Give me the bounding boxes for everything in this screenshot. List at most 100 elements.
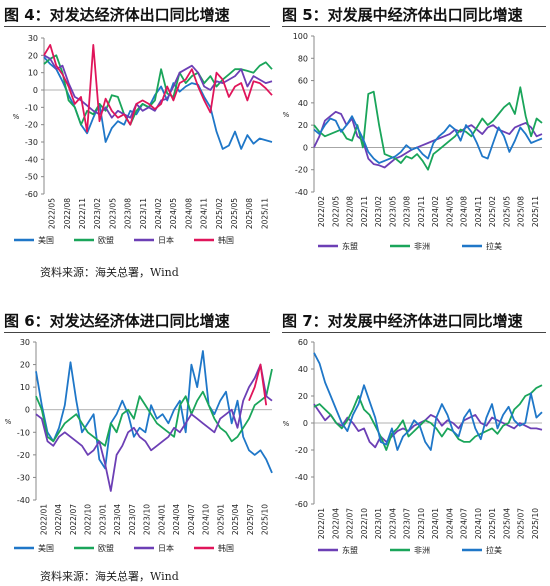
fig6-x-tick-label: 2024/01 bbox=[157, 504, 166, 535]
fig5-x-tick-label: 2024/11 bbox=[474, 196, 483, 227]
fig4-x-tick-label: 2023/02 bbox=[93, 198, 102, 229]
fig6-series-line-kr bbox=[248, 363, 268, 406]
fig4-series-line-eu bbox=[43, 54, 273, 126]
fig6-y-tick-label: 20 bbox=[20, 361, 30, 370]
fig7-series-line-asean bbox=[313, 403, 543, 449]
fig7-x-tick-label: 2022/01 bbox=[317, 508, 326, 539]
fig6-x-tick-label: 2024/10 bbox=[202, 504, 211, 535]
fig6-legend-label: 日本 bbox=[158, 543, 174, 553]
fig7-x-tick-label: 2023/10 bbox=[417, 508, 426, 539]
fig6-x-tick-label: 2023/01 bbox=[98, 504, 107, 535]
fig6-x-tick-label: 2023/10 bbox=[143, 504, 152, 535]
fig6-y-tick-label: -20 bbox=[17, 451, 30, 460]
fig7-x-tick-label: 2024/01 bbox=[431, 508, 440, 539]
fig7-x-tick-label: 2023/01 bbox=[374, 508, 383, 539]
fig6-legend-label: 韩国 bbox=[218, 543, 234, 553]
fig4-title: 图 4：对发达经济体出口同比增速 bbox=[4, 6, 230, 24]
fig5-x-tick-label: 2025/08 bbox=[517, 196, 526, 227]
fig4-x-tick-label: 2025/02 bbox=[215, 198, 224, 229]
fig4-x-tick-label: 2023/05 bbox=[108, 198, 117, 229]
fig4-y-tick-label: 0 bbox=[33, 86, 38, 95]
fig7-x-tick-label: 2022/04 bbox=[331, 508, 340, 539]
source-note-top: 资料来源：海关总署，Wind bbox=[40, 266, 179, 279]
fig6-legend-label: 美国 bbox=[38, 543, 54, 553]
fig4-legend-label: 美国 bbox=[38, 235, 54, 245]
fig5-y-tick-label: 20 bbox=[298, 121, 308, 130]
fig5-legend-label: 非洲 bbox=[414, 241, 430, 251]
fig5-title: 图 5：对发展中经济体出口同比增速 bbox=[282, 6, 523, 24]
fig4-x-tick-label: 2024/05 bbox=[169, 198, 178, 229]
fig6-x-tick-label: 2022/10 bbox=[84, 504, 93, 535]
fig7-y-tick-label: 40 bbox=[298, 365, 308, 374]
fig7-y-tick-label: -20 bbox=[295, 446, 308, 455]
fig7-x-tick-label: 2025/01 bbox=[488, 508, 497, 539]
fig6-y-tick-label: -30 bbox=[17, 473, 30, 482]
fig5-y-tick-label: 80 bbox=[298, 54, 308, 63]
fig7-y-tick-label: -60 bbox=[295, 500, 308, 509]
fig6-y-axis-label: % bbox=[5, 418, 12, 426]
fig5-x-tick-label: 2023/02 bbox=[374, 196, 383, 227]
fig4-x-tick-label: 2024/11 bbox=[200, 198, 209, 229]
fig5-series-line-latam bbox=[313, 115, 543, 164]
fig6-chart: 30 20 10 0 -10 -20 -30 -40% 2022/01 2022/04 2022/0… bbox=[5, 338, 273, 553]
fig5-x-tick-label: 2022/05 bbox=[331, 196, 340, 227]
fig5-legend-label: 东盟 bbox=[342, 241, 358, 251]
fig6-x-tick-label: 2023/07 bbox=[128, 504, 137, 535]
fig7-y-tick-label: 0 bbox=[303, 419, 308, 428]
fig7-x-tick-label: 2022/07 bbox=[346, 508, 355, 539]
fig6-x-tick-label: 2025/04 bbox=[231, 504, 240, 535]
fig7-x-tick-label: 2025/07 bbox=[517, 508, 526, 539]
fig5-x-tick-label: 2023/08 bbox=[403, 196, 412, 227]
fig5-y-tick-label: 60 bbox=[298, 77, 308, 86]
fig7-x-tick-label: 2025/04 bbox=[502, 508, 511, 539]
fig7-x-tick-label: 2024/07 bbox=[460, 508, 469, 539]
fig5-y-axis-label: % bbox=[283, 111, 290, 119]
fig5-x-tick-label: 2022/08 bbox=[346, 196, 355, 227]
fig7-x-tick-label: 2024/10 bbox=[474, 508, 483, 539]
fig4-y-tick-label: -20 bbox=[25, 121, 38, 130]
fig5-x-tick-label: 2024/08 bbox=[460, 196, 469, 227]
fig4-y-axis-label: % bbox=[13, 113, 20, 121]
fig7-y-axis-label: % bbox=[283, 420, 290, 428]
fig4-y-tick-label: -10 bbox=[25, 103, 38, 112]
fig5-x-tick-label: 2024/02 bbox=[431, 196, 440, 227]
fig7-x-tick-label: 2023/07 bbox=[403, 508, 412, 539]
fig4-x-tick-label: 2024/02 bbox=[154, 198, 163, 229]
fig7-y-tick-label: -40 bbox=[295, 473, 308, 482]
fig7-legend-label: 拉美 bbox=[486, 545, 502, 555]
fig4-y-tick-label: 10 bbox=[28, 69, 38, 78]
fig5-x-tick-label: 2023/11 bbox=[417, 196, 426, 227]
fig5-x-tick-label: 2022/11 bbox=[360, 196, 369, 227]
fig7-title-rule bbox=[282, 332, 546, 333]
fig7-series-line-latam bbox=[313, 352, 543, 451]
fig4-x-tick-label: 2025/05 bbox=[230, 198, 239, 229]
fig4-x-tick-label: 2024/08 bbox=[184, 198, 193, 229]
fig5-y-tick-label: 100 bbox=[293, 32, 308, 41]
fig6-x-tick-label: 2025/01 bbox=[216, 504, 225, 535]
fig4-x-tick-label: 2022/11 bbox=[78, 198, 87, 229]
fig7-x-tick-label: 2024/04 bbox=[445, 508, 454, 539]
fig7-legend-label: 东盟 bbox=[342, 545, 358, 555]
source-note-bottom: 资料来源：海关总署，Wind bbox=[40, 570, 179, 583]
fig6-x-tick-label: 2025/10 bbox=[261, 504, 270, 535]
fig7-x-tick-label: 2023/04 bbox=[388, 508, 397, 539]
fig4-chart: 30 20 10 0 -10 -20 -30 -40 -50 -60% 2022/05 2022/08… bbox=[13, 34, 273, 245]
fig6-y-tick-label: 10 bbox=[20, 383, 30, 392]
fig6-title-rule bbox=[4, 332, 270, 333]
fig4-x-tick-label: 2022/05 bbox=[48, 198, 57, 229]
fig5-x-tick-label: 2025/05 bbox=[502, 196, 511, 227]
fig5-x-tick-label: 2024/05 bbox=[445, 196, 454, 227]
fig6-x-tick-label: 2022/01 bbox=[39, 504, 48, 535]
fig7-x-tick-label: 2022/10 bbox=[360, 508, 369, 539]
fig7-legend-label: 非洲 bbox=[414, 545, 430, 555]
fig4-x-tick-label: 2023/11 bbox=[139, 198, 148, 229]
fig7-y-tick-label: 20 bbox=[298, 392, 308, 401]
fig5-y-tick-label: 40 bbox=[298, 99, 308, 108]
fig6-x-tick-label: 2024/04 bbox=[172, 504, 181, 535]
fig4-y-tick-label: 20 bbox=[28, 51, 38, 60]
fig7-y-tick-label: 60 bbox=[298, 338, 308, 347]
fig4-y-tick-label: -40 bbox=[25, 155, 38, 164]
fig4-series-line-kr bbox=[43, 44, 273, 133]
fig7-title: 图 7：对发展中经济体进口同比增速 bbox=[282, 312, 523, 330]
fig4-y-tick-label: -60 bbox=[25, 190, 38, 199]
